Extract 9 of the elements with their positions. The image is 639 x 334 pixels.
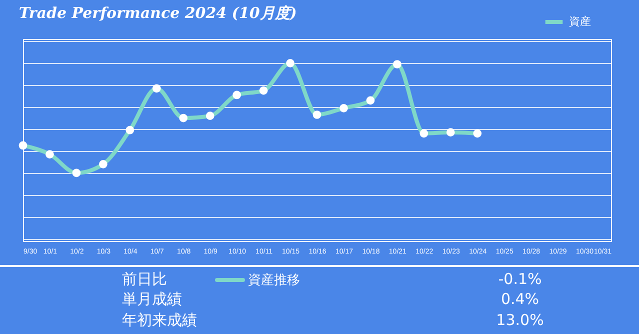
text: 単月成績 — [122, 290, 182, 308]
text: 13.0% — [495, 311, 545, 329]
text: 0.4% — [500, 290, 540, 308]
text: 前日比 — [122, 270, 167, 288]
text: 資産推移 — [248, 272, 300, 289]
chart-title: Trade Performance 2024 (10月度) — [18, 4, 297, 22]
legend-label: 資産 — [569, 15, 591, 28]
text: 年初来成績 — [122, 311, 197, 329]
text: -0.1% — [497, 270, 543, 288]
